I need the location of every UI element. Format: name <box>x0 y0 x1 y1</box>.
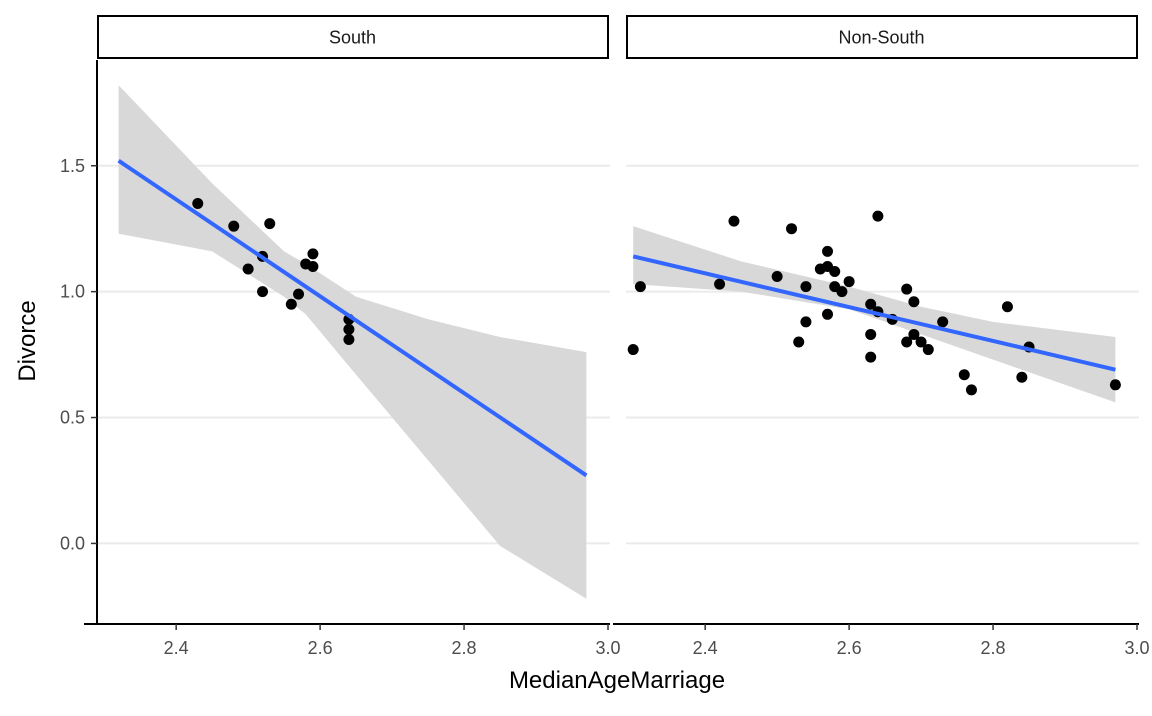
data-point <box>908 328 920 340</box>
facet-strip <box>626 15 1138 59</box>
data-point <box>228 220 240 232</box>
x-tick-label: 2.6 <box>308 638 333 658</box>
x-tick-label: 2.4 <box>693 638 718 658</box>
data-point <box>634 281 646 293</box>
data-point <box>343 323 355 335</box>
data-point <box>829 266 841 277</box>
data-point <box>901 336 913 348</box>
y-tick-label: 0.0 <box>60 533 85 553</box>
data-point <box>922 344 934 356</box>
x-axis-title: MedianAgeMarriage <box>509 667 725 694</box>
data-point <box>800 316 812 328</box>
data-point <box>901 283 913 295</box>
facet-strip-label: South <box>329 28 376 48</box>
data-point <box>915 336 927 348</box>
data-point <box>937 316 949 328</box>
data-point <box>822 245 834 257</box>
data-point <box>800 281 812 293</box>
regression-line <box>117 159 588 478</box>
data-point <box>285 298 297 310</box>
y-tick-label: 1.5 <box>60 156 85 176</box>
data-point <box>728 215 740 227</box>
x-tick-label: 2.6 <box>837 638 862 658</box>
facet-panel-2: Non-South 2.4 2.6 2.8 3.0 <box>613 15 1150 658</box>
data-point <box>872 210 884 222</box>
y-tick-label: 1.0 <box>60 282 85 302</box>
data-point <box>771 271 783 283</box>
regression-line <box>632 254 1116 372</box>
data-point <box>1109 379 1121 391</box>
data-point <box>822 308 834 320</box>
x-tick-label: 3.0 <box>1124 638 1149 658</box>
data-point <box>293 288 305 300</box>
facet-strip-label: Non-South <box>838 28 924 48</box>
facet-panels: South 2.4 2.6 2.8 3.0 0.0 0.5 1.0 1.5 Non-South 2.… <box>60 15 1150 658</box>
x-tick-label: 2.4 <box>164 638 189 658</box>
x-tick-label: 2.8 <box>981 638 1006 658</box>
data-point <box>343 333 355 345</box>
x-tick-label: 2.8 <box>452 638 477 658</box>
y-tick-label: 0.5 <box>60 408 85 428</box>
facet-strip <box>97 15 609 59</box>
data-point <box>264 218 276 230</box>
data-point <box>627 344 639 356</box>
data-point <box>865 328 877 340</box>
data-point <box>192 198 204 210</box>
data-point <box>786 223 798 235</box>
data-point <box>793 336 805 348</box>
data-point <box>843 276 855 288</box>
facet-panel-1: South 2.4 2.6 2.8 3.0 0.0 0.5 1.0 1.5 <box>60 15 621 658</box>
data-point <box>714 278 726 290</box>
data-point <box>836 286 848 298</box>
x-tick-label: 3.0 <box>595 638 620 658</box>
data-point <box>1001 301 1013 313</box>
data-point <box>242 263 254 275</box>
data-point <box>307 260 319 272</box>
data-point <box>908 296 920 308</box>
data-point <box>965 384 977 396</box>
data-point <box>865 351 877 363</box>
data-point <box>307 248 319 260</box>
data-point <box>958 369 970 381</box>
data-point <box>1016 371 1028 383</box>
data-point <box>865 298 877 310</box>
y-axis-title: Divorce <box>14 300 41 381</box>
data-point <box>257 286 269 298</box>
